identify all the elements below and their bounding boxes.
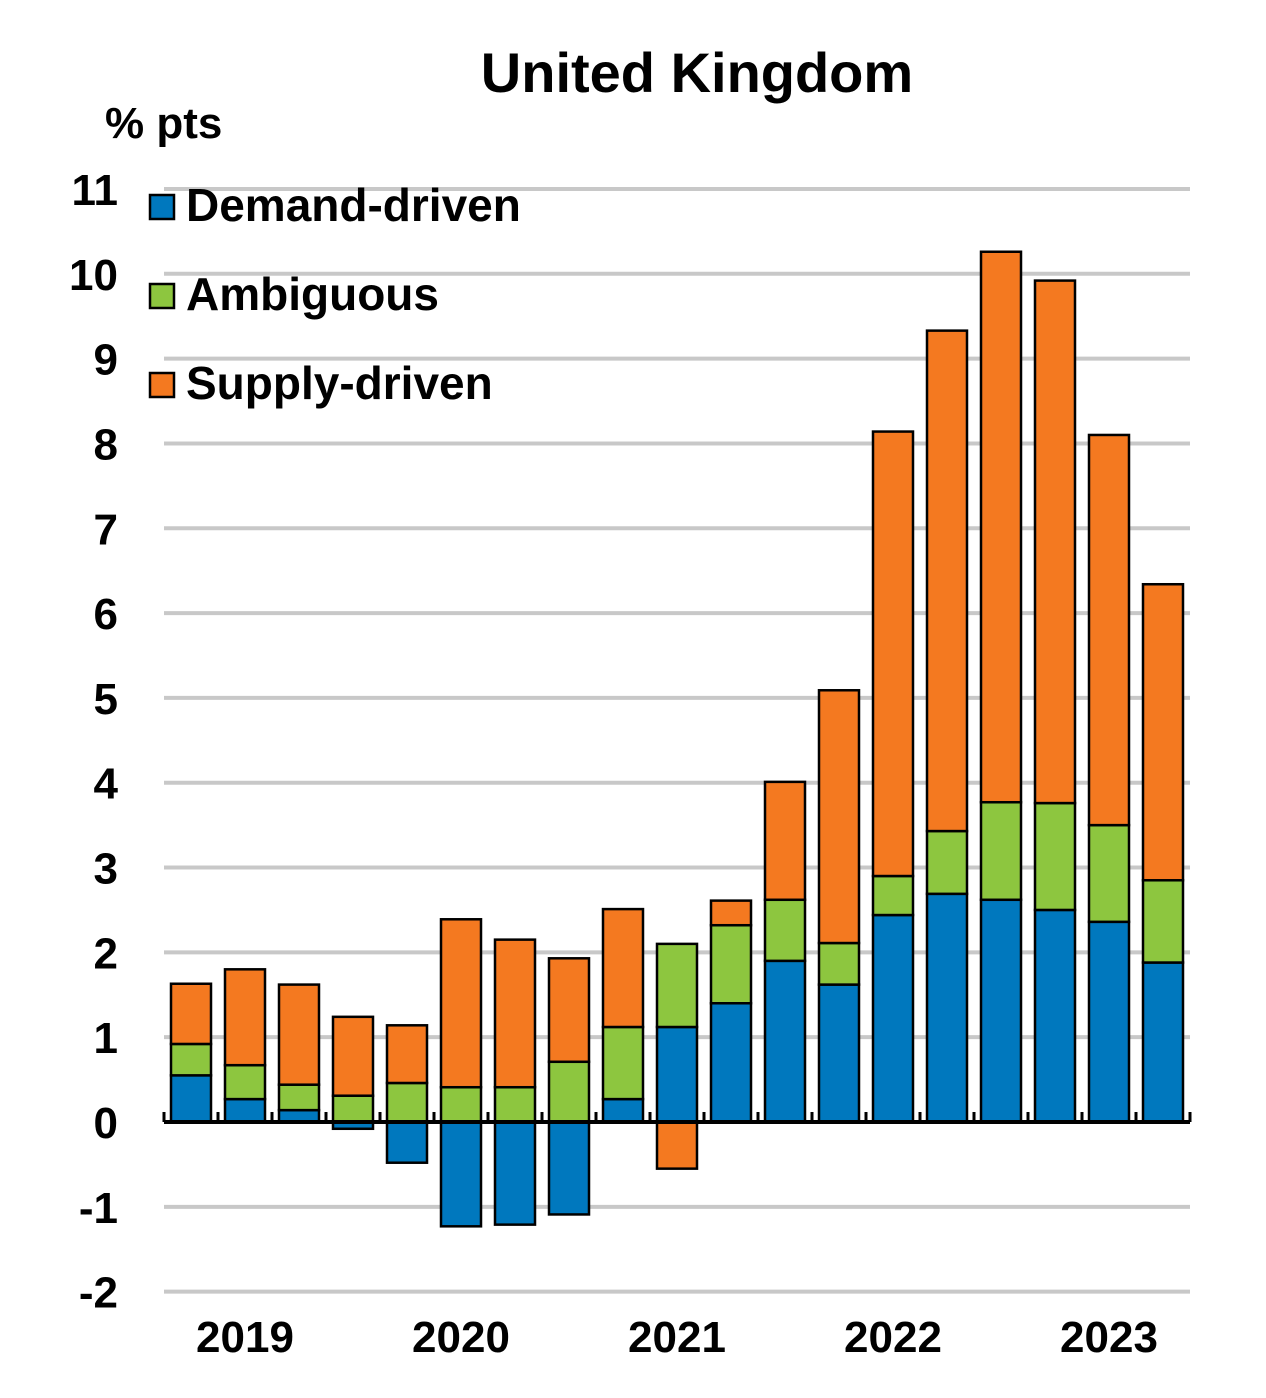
bar-segment-ambiguous	[169, 1042, 213, 1077]
legend-label: Ambiguous	[186, 268, 439, 320]
bar-segment-supply-driven	[817, 689, 861, 945]
bar-segment-supply-driven	[979, 250, 1023, 804]
bar-segment-demand-driven	[169, 1074, 213, 1124]
bar-segment-demand-driven	[709, 1002, 753, 1124]
bar-segment-supply-driven	[655, 1120, 699, 1170]
bar-segment-ambiguous	[439, 1085, 483, 1124]
bar-segment-ambiguous	[979, 800, 1023, 902]
bar-segment-ambiguous	[655, 942, 699, 1029]
y-tick-label: -1	[79, 1184, 118, 1233]
y-tick-label: 7	[94, 505, 118, 554]
y-tick-label: -2	[79, 1269, 118, 1318]
bar-segment-ambiguous	[547, 1060, 591, 1124]
bar-segment-demand-driven	[493, 1120, 537, 1226]
x-tick-label: 2022	[844, 1313, 942, 1362]
bar-segment-supply-driven	[493, 938, 537, 1089]
bar-segment-demand-driven	[1033, 908, 1077, 1124]
legend-swatch	[148, 371, 176, 399]
bar-segment-ambiguous	[385, 1081, 429, 1124]
bar-segment-ambiguous	[1141, 879, 1185, 964]
bar-segment-supply-driven	[709, 899, 753, 927]
bar-segment-supply-driven	[1087, 433, 1131, 827]
bar-segment-supply-driven	[439, 918, 483, 1089]
bar-segment-supply-driven	[763, 780, 807, 902]
bar-segment-supply-driven	[925, 329, 969, 833]
bar-segment-supply-driven	[223, 968, 267, 1067]
bar-segment-ambiguous	[223, 1063, 267, 1101]
y-tick-label: 11	[71, 166, 118, 215]
bar-segment-supply-driven	[169, 982, 213, 1046]
bar-segment-supply-driven	[385, 1024, 429, 1085]
legend-label: Supply-driven	[186, 357, 493, 409]
bar-segment-supply-driven	[871, 430, 915, 878]
bar-segment-supply-driven	[331, 1015, 375, 1097]
bar-segment-demand-driven	[385, 1120, 429, 1164]
bar-segment-demand-driven	[979, 898, 1023, 1124]
y-tick-label: 5	[94, 675, 118, 724]
chart-title: United Kingdom	[481, 41, 913, 104]
bar-segment-supply-driven	[601, 907, 645, 1029]
bar-segment-demand-driven	[547, 1120, 591, 1216]
x-tick-label: 2021	[628, 1313, 726, 1362]
bar-segment-supply-driven	[277, 983, 321, 1086]
y-tick-label: 1	[94, 1014, 118, 1063]
bar-segment-demand-driven	[439, 1120, 483, 1228]
y-tick-label: 0	[94, 1099, 118, 1148]
bar-segment-demand-driven	[871, 913, 915, 1124]
bar-segment-ambiguous	[331, 1094, 375, 1124]
legend-swatch	[148, 193, 176, 221]
y-tick-label: 4	[94, 760, 119, 809]
bar-segment-ambiguous	[871, 874, 915, 917]
bar-segment-demand-driven	[655, 1025, 699, 1124]
bar-segment-ambiguous	[763, 898, 807, 963]
bar-segment-ambiguous	[925, 829, 969, 896]
y-tick-label: 2	[94, 929, 118, 978]
bar-segment-ambiguous	[817, 941, 861, 986]
bar-segment-demand-driven	[763, 959, 807, 1124]
legend-label: Demand-driven	[186, 179, 521, 231]
bar-segment-ambiguous	[277, 1083, 321, 1112]
bar-segment-ambiguous	[1087, 823, 1131, 924]
bar-segment-demand-driven	[601, 1097, 645, 1124]
y-tick-label: 10	[69, 251, 118, 300]
bar-segment-demand-driven	[925, 892, 969, 1124]
y-tick-label: 9	[94, 336, 118, 385]
x-tick-label: 2023	[1060, 1313, 1158, 1362]
bar-segment-ambiguous	[709, 923, 753, 1005]
bar-segment-demand-driven	[1087, 920, 1131, 1124]
bar-segment-ambiguous	[493, 1085, 537, 1124]
bar-segment-supply-driven	[547, 957, 591, 1064]
legend-swatch	[148, 282, 176, 310]
y-tick-label: 6	[94, 590, 118, 639]
bar-segment-ambiguous	[1033, 801, 1077, 912]
bar-segment-ambiguous	[601, 1025, 645, 1101]
bar-segment-demand-driven	[817, 983, 861, 1124]
y-tick-label: 8	[94, 420, 118, 469]
bar-segment-supply-driven	[1033, 279, 1077, 805]
y-tick-label: 3	[94, 845, 118, 894]
bar-segment-demand-driven	[1141, 961, 1185, 1124]
bar-segment-demand-driven	[223, 1097, 267, 1124]
bar-segment-supply-driven	[1141, 582, 1185, 882]
x-tick-label: 2019	[196, 1313, 294, 1362]
x-tick-label: 2020	[412, 1313, 510, 1362]
y-axis-label: % pts	[105, 99, 222, 148]
